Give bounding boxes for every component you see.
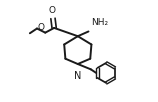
Text: O: O bbox=[49, 6, 56, 15]
Text: O: O bbox=[38, 23, 45, 32]
Text: N: N bbox=[73, 70, 81, 81]
Text: NH₂: NH₂ bbox=[91, 18, 108, 27]
